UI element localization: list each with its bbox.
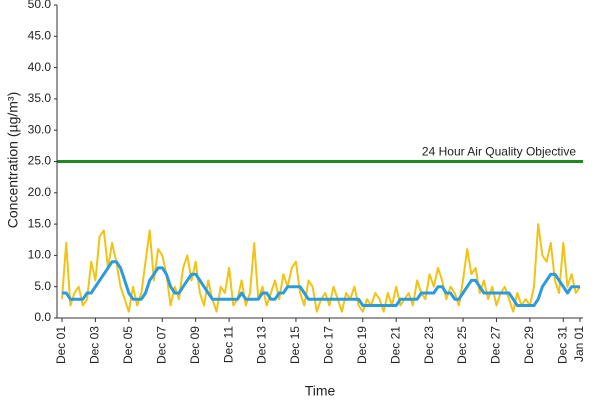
y-tick-label: 20.0 [28,185,52,199]
x-tick-label: Dec 31 [555,326,569,364]
x-tick-label: Dec 29 [522,326,536,364]
x-tick-label: Dec 07 [154,326,168,364]
x-tick-label: Dec 21 [388,326,402,364]
y-tick-label: 25.0 [28,154,52,168]
x-tick-label: Dec 03 [88,326,102,364]
x-tick-label: Dec 11 [221,326,235,363]
y-tick-label: 45.0 [28,28,52,42]
x-tick-label: Dec 27 [489,326,503,364]
x-tick-label: Dec 25 [455,326,469,364]
y-axis-label: Concentration (µg/m³) [5,92,21,228]
y-tick-label: 40.0 [28,60,52,74]
x-tick-label: Dec 23 [422,326,436,364]
x-tick-label: Dec 05 [121,326,135,364]
y-tick-label: 35.0 [28,91,52,105]
y-tick-label: 5.0 [34,279,51,293]
y-tick-label: 30.0 [28,122,52,136]
threshold-label: 24 Hour Air Quality Objective [422,145,576,159]
x-tick-label: Dec 19 [355,326,369,364]
y-tick-label: 0.0 [34,310,51,324]
x-tick-label: Dec 15 [288,326,302,364]
x-tick-label: Dec 09 [188,326,202,364]
y-tick-label: 10.0 [28,248,52,262]
x-tick-label: Dec 17 [322,326,336,364]
data-line [62,260,580,307]
y-tick-label: 50.0 [28,0,52,11]
x-axis-label: Time [305,383,336,399]
y-tick-label: 15.0 [28,216,52,230]
x-tick-label: Jan 01 [572,326,586,362]
x-tick-label: Dec 13 [255,326,269,364]
x-tick-label: Dec 01 [54,326,68,364]
